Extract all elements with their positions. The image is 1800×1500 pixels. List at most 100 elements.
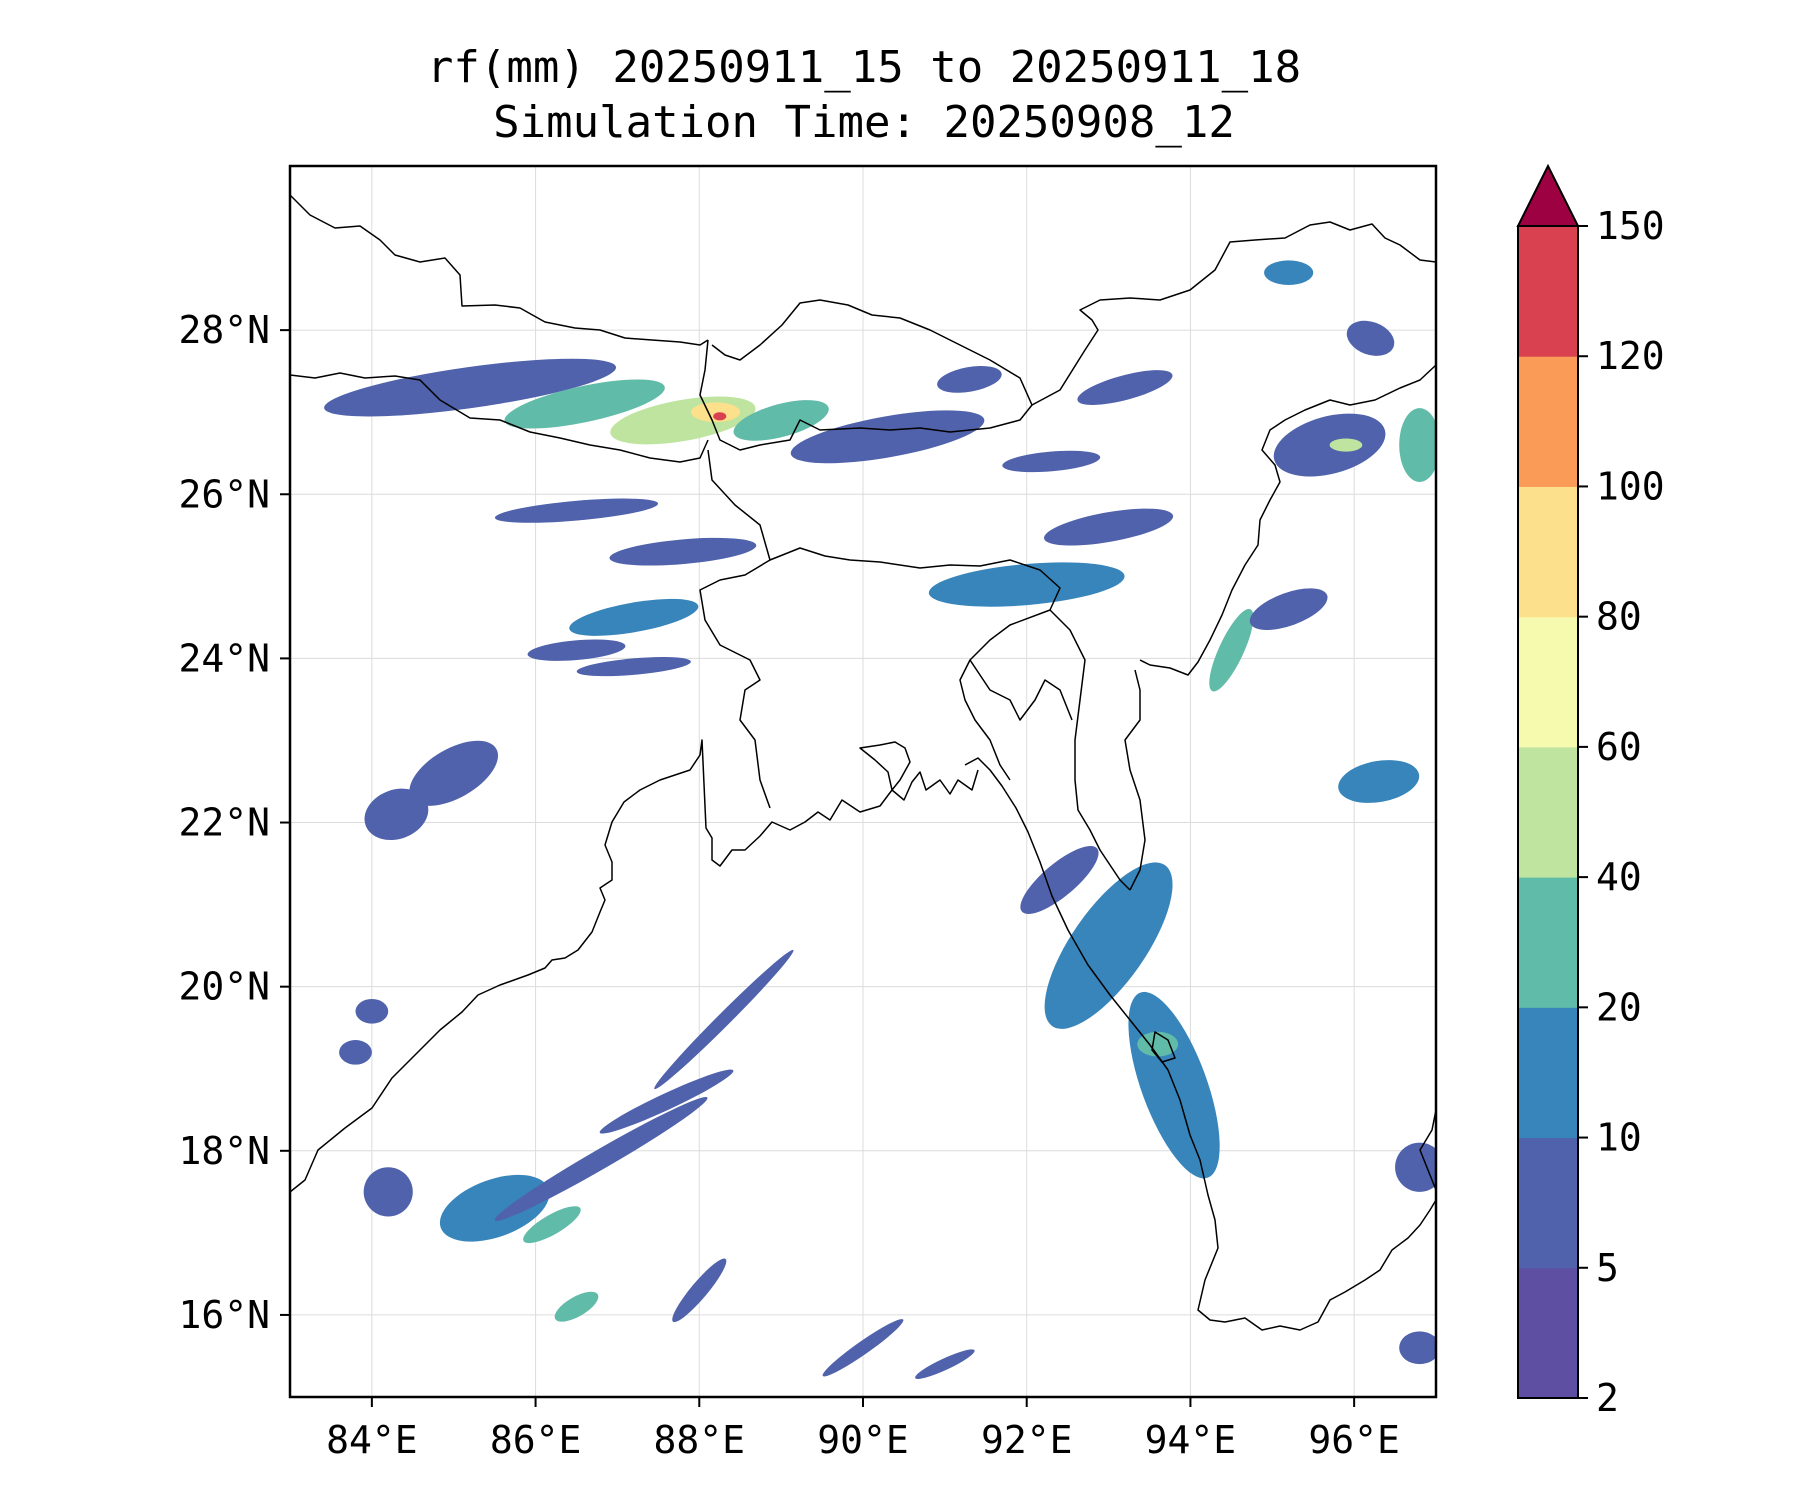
colorbar-segment bbox=[1518, 616, 1578, 748]
rain-cell bbox=[339, 1040, 372, 1065]
colorbar-tick-label: 80 bbox=[1596, 595, 1642, 639]
rain-cell bbox=[790, 410, 985, 464]
rain-cell bbox=[937, 365, 1002, 393]
colorbar-tick-label: 150 bbox=[1596, 204, 1665, 248]
rain-cell bbox=[569, 598, 699, 636]
rain-cell bbox=[1399, 1331, 1436, 1365]
colorbar-tick-label: 20 bbox=[1596, 985, 1642, 1029]
island-ramree bbox=[1151, 1031, 1176, 1063]
border-bangladesh-east bbox=[1049, 609, 1131, 891]
rain-cell bbox=[324, 358, 617, 417]
y-tick-label: 28°N bbox=[178, 308, 270, 352]
border-tripura bbox=[969, 659, 1073, 721]
coastline-bhola-islands bbox=[859, 741, 911, 791]
rain-cell bbox=[654, 949, 794, 1090]
colorbar-segment bbox=[1518, 877, 1578, 1008]
y-axis-ticks: 28°N 26°N 24°N 22°N 20°N 18°N 16°N bbox=[178, 308, 290, 1337]
y-tick-label: 26°N bbox=[178, 472, 270, 516]
colorbar-tick-label: 5 bbox=[1596, 1246, 1619, 1290]
y-tick-label: 16°N bbox=[178, 1293, 270, 1337]
rain-cell bbox=[355, 998, 389, 1024]
x-tick-label: 90°E bbox=[817, 1418, 909, 1462]
rain-cell bbox=[609, 537, 757, 566]
y-tick-label: 24°N bbox=[178, 636, 270, 680]
border-bangladesh-west bbox=[699, 449, 771, 809]
x-tick-label: 92°E bbox=[981, 1418, 1073, 1462]
colorbar-segment bbox=[1518, 1137, 1578, 1269]
x-tick-label: 86°E bbox=[490, 1418, 582, 1462]
x-tick-label: 84°E bbox=[326, 1418, 418, 1462]
colorbar-segment bbox=[1518, 1007, 1578, 1139]
y-tick-label: 20°N bbox=[178, 965, 270, 1009]
y-tick-label: 22°N bbox=[178, 801, 270, 845]
rain-cell bbox=[1002, 450, 1101, 473]
rain-cell bbox=[504, 379, 665, 429]
colorbar-segment bbox=[1518, 746, 1578, 878]
border-bangladesh-north bbox=[769, 547, 1061, 781]
rain-cell bbox=[494, 498, 659, 523]
colorbar-tick-label: 2 bbox=[1596, 1376, 1619, 1420]
rain-cell bbox=[1346, 320, 1395, 356]
rain-cell bbox=[733, 400, 829, 441]
rain-cell bbox=[691, 402, 741, 423]
map-panel: 84°E 86°E 88°E 90°E 92°E 94°E 96°E 28°N 26°N 24°… bbox=[178, 164, 1438, 1462]
colorbar-tick-label: 100 bbox=[1596, 464, 1665, 508]
border-china-india-east bbox=[1031, 221, 1436, 406]
colorbar-tick-label: 120 bbox=[1596, 334, 1665, 378]
colorbar-segment bbox=[1518, 486, 1578, 618]
border-myanmar-thailand bbox=[1419, 1109, 1436, 1191]
coastlines-and-borders bbox=[290, 194, 1436, 1331]
rain-cell bbox=[576, 657, 691, 677]
colorbar: 2 5 10 20 40 60 80 100 120 150 bbox=[1516, 163, 1665, 1420]
rain-cell bbox=[363, 1167, 413, 1217]
rain-cell bbox=[1273, 413, 1386, 477]
colorbar-segment bbox=[1518, 226, 1578, 357]
colorbar-segment bbox=[1518, 356, 1578, 487]
colorbar-frame bbox=[1517, 225, 1579, 1399]
map-title-line-1: rf(mm) 20250911_15 to 20250911_18 bbox=[427, 42, 1301, 93]
rain-cell bbox=[713, 412, 727, 421]
rain-cell bbox=[928, 562, 1125, 607]
rain-cell bbox=[494, 1097, 708, 1221]
x-tick-label: 96°E bbox=[1308, 1418, 1400, 1462]
x-axis-ticks: 84°E 86°E 88°E 90°E 92°E 94°E 96°E bbox=[326, 1397, 1400, 1462]
rain-cell bbox=[599, 1069, 734, 1134]
border-sikkim-bhutan bbox=[699, 299, 1033, 451]
rainfall-field bbox=[324, 260, 1436, 1379]
rain-cell bbox=[1399, 408, 1436, 482]
rain-cell bbox=[1044, 508, 1174, 546]
rain-cell bbox=[409, 740, 498, 806]
map-title-line-2: Simulation Time: 20250908_12 bbox=[493, 97, 1235, 148]
border-nepal-india bbox=[290, 372, 709, 463]
rain-cell bbox=[822, 1319, 904, 1377]
rain-cell bbox=[1249, 588, 1328, 630]
rain-cell bbox=[527, 639, 626, 661]
colorbar-tick-label: 60 bbox=[1596, 725, 1642, 769]
rain-cell bbox=[523, 1206, 581, 1244]
rain-cell bbox=[1044, 862, 1173, 1029]
rain-cell bbox=[1338, 760, 1420, 803]
y-tick-label: 18°N bbox=[178, 1129, 270, 1173]
x-tick-label: 88°E bbox=[654, 1418, 746, 1462]
coastline-myanmar bbox=[964, 757, 1436, 1331]
x-tick-label: 94°E bbox=[1145, 1418, 1237, 1462]
rain-cell bbox=[1077, 370, 1173, 405]
rain-cell bbox=[672, 1258, 727, 1323]
colorbar-segment bbox=[1518, 1267, 1578, 1399]
rain-cell bbox=[1395, 1142, 1436, 1192]
rain-cell bbox=[915, 1349, 975, 1379]
border-nepal-china bbox=[290, 194, 709, 346]
colorbar-tick-label: 40 bbox=[1596, 855, 1642, 899]
rain-cell bbox=[1329, 438, 1363, 452]
rain-cell bbox=[1137, 1031, 1179, 1057]
rain-cell bbox=[1264, 260, 1314, 285]
rain-cell bbox=[439, 1174, 550, 1242]
rain-cell bbox=[364, 788, 429, 841]
rain-cell bbox=[1209, 608, 1254, 692]
colorbar-tick-label: 10 bbox=[1596, 1116, 1642, 1160]
rain-cell bbox=[1020, 845, 1099, 914]
border-india-myanmar-north bbox=[1139, 364, 1436, 676]
border-mizoram bbox=[1124, 669, 1146, 891]
rain-cell bbox=[554, 1291, 599, 1322]
